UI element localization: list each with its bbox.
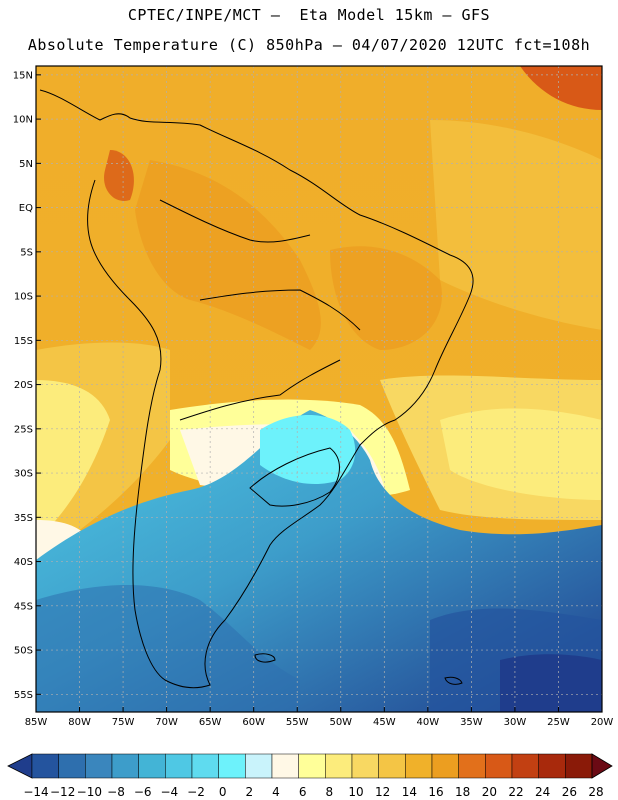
coastlines xyxy=(39,89,474,689)
lat-label: 5S xyxy=(20,247,33,258)
lat-label: 55S xyxy=(14,690,33,701)
lat-label: 10N xyxy=(13,115,33,126)
graticule xyxy=(35,66,603,712)
colorbar-label: 14 xyxy=(402,785,417,799)
colorbar-label: 24 xyxy=(535,785,550,799)
colorbar-label: 18 xyxy=(455,785,470,799)
colorbar-label: −14 xyxy=(23,785,48,799)
lat-label: 20S xyxy=(14,380,33,391)
colorbar-label: 8 xyxy=(326,785,334,799)
lat-label: 10S xyxy=(14,292,33,303)
map-title-line1: CPTEC/INPE/MCT – Eta Model 15km – GFS xyxy=(127,6,491,24)
colorbar-label: 16 xyxy=(428,785,443,799)
map-title-line2: Absolute Temperature (C) 850hPa – 04/07/… xyxy=(27,36,591,54)
lon-label: 85W xyxy=(25,717,48,728)
lat-label: 30S xyxy=(14,469,33,480)
lat-label: 15S xyxy=(14,336,33,347)
colorbar-swatch xyxy=(431,753,459,779)
lat-label: 35S xyxy=(14,513,33,524)
lat-label: 25S xyxy=(14,424,33,435)
colorbar-swatch xyxy=(191,753,219,779)
lon-label: 60W xyxy=(242,717,265,728)
lat-label: 40S xyxy=(14,557,33,568)
lon-label: 75W xyxy=(112,717,135,728)
colorbar-swatch xyxy=(458,753,486,779)
colorbar-swatch xyxy=(271,753,299,779)
longitude-labels: 85W 80W 75W 70W 65W 60W 55W 50W 45W 40W 35W 30W 25W 2… xyxy=(25,707,614,728)
lat-label: EQ xyxy=(19,203,33,214)
colorbar-label: −8 xyxy=(107,785,125,799)
colorbar-label: 6 xyxy=(299,785,307,799)
colorbar-label: 4 xyxy=(272,785,280,799)
lon-label: 25W xyxy=(547,717,570,728)
colorbar-swatch xyxy=(218,753,246,779)
lon-label: 80W xyxy=(68,717,91,728)
colorbar-label: −10 xyxy=(77,785,102,799)
colorbar-swatch xyxy=(111,753,139,779)
colorbar-label: −2 xyxy=(187,785,205,799)
lon-label: 65W xyxy=(199,717,222,728)
colorbar-swatch xyxy=(511,753,539,779)
lon-label: 40W xyxy=(417,717,440,728)
colorbar-arrow-right xyxy=(591,753,613,779)
lat-label: 45S xyxy=(14,601,33,612)
colorbar-label: 28 xyxy=(588,785,603,799)
lon-label: 70W xyxy=(155,717,178,728)
colorbar-label: 20 xyxy=(482,785,497,799)
temperature-field xyxy=(36,66,602,712)
latitude-labels: 15N 10N 5N EQ 5S 10S 15S 20S 25S 30S 35S 40S 45S 50S 5… xyxy=(13,70,41,701)
lon-label: 50W xyxy=(329,717,352,728)
lon-label: 45W xyxy=(373,717,396,728)
colorbar-swatch xyxy=(351,753,379,779)
colorbar-swatch xyxy=(485,753,513,779)
lon-label: 30W xyxy=(504,717,527,728)
colorbar-label: 26 xyxy=(562,785,577,799)
colorbar-label: −12 xyxy=(50,785,75,799)
lon-label: 55W xyxy=(286,717,309,728)
lon-label: 35W xyxy=(460,717,483,728)
colorbar-swatch xyxy=(245,753,273,779)
colorbar-swatch xyxy=(31,753,59,779)
colorbar-swatch xyxy=(85,753,113,779)
colorbar-label: 2 xyxy=(246,785,254,799)
colorbar-swatch xyxy=(538,753,566,779)
colorbar-swatch xyxy=(325,753,353,779)
lat-label: 15N xyxy=(13,70,33,81)
colorbar-swatch xyxy=(405,753,433,779)
colorbar-swatch xyxy=(298,753,326,779)
colorbar-arrow-left xyxy=(7,753,33,779)
lon-label: 20W xyxy=(591,717,614,728)
colorbar-label: 12 xyxy=(375,785,390,799)
colorbar-label: 22 xyxy=(508,785,523,799)
colorbar xyxy=(7,753,613,779)
colorbar-label: 0 xyxy=(219,785,227,799)
lat-label: 5N xyxy=(19,159,33,170)
colorbar-swatch xyxy=(58,753,86,779)
colorbar-swatch xyxy=(378,753,406,779)
colorbar-swatch xyxy=(565,753,593,779)
colorbar-label: −4 xyxy=(160,785,178,799)
colorbar-swatch xyxy=(165,753,193,779)
colorbar-label: −6 xyxy=(134,785,152,799)
map-frame xyxy=(35,65,603,713)
colorbar-swatch xyxy=(138,753,166,779)
lat-label: 50S xyxy=(14,646,33,657)
colorbar-label: 10 xyxy=(348,785,363,799)
colorbar-labels: −14 −12 −10 −8 −6 −4 −2 0 2 4 6 8 10 12 14 16 18 20 22 24 26… xyxy=(23,785,603,799)
